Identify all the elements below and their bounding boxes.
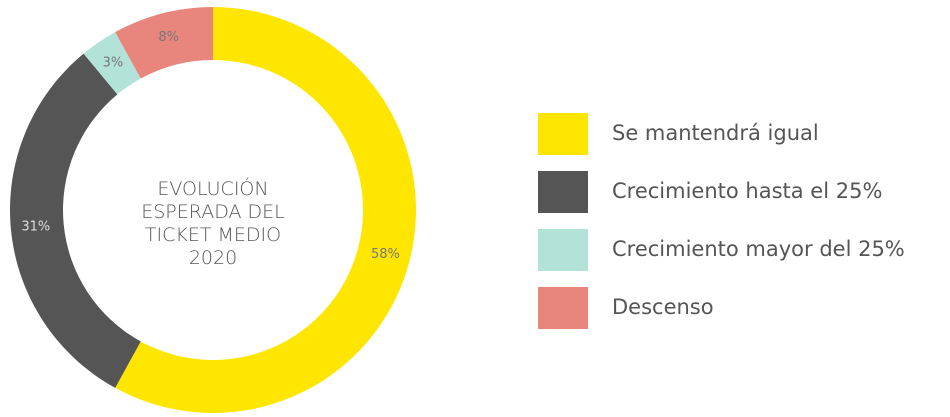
value-label: 8% (158, 30, 179, 45)
value-label: 31% (21, 219, 50, 234)
legend-label: Crecimiento hasta el 25% (612, 179, 882, 203)
value-label: 58% (371, 247, 400, 262)
legend-label: Crecimiento mayor del 25% (612, 237, 905, 261)
donut-slice (9, 53, 141, 388)
legend-swatch (538, 171, 588, 213)
legend-swatch (538, 229, 588, 271)
donut-slice (115, 7, 416, 413)
chart-title: EVOLUCIÓN ESPERADA DEL TICKET MEDIO 2020 (141, 178, 285, 269)
value-label: 3% (103, 55, 124, 70)
donut-slice (115, 7, 213, 79)
legend-swatch (538, 287, 588, 329)
legend-label: Descenso (612, 295, 714, 319)
legend-label: Se mantendrá igual (612, 121, 819, 145)
legend-swatch (538, 113, 588, 155)
donut-slice (83, 32, 141, 95)
